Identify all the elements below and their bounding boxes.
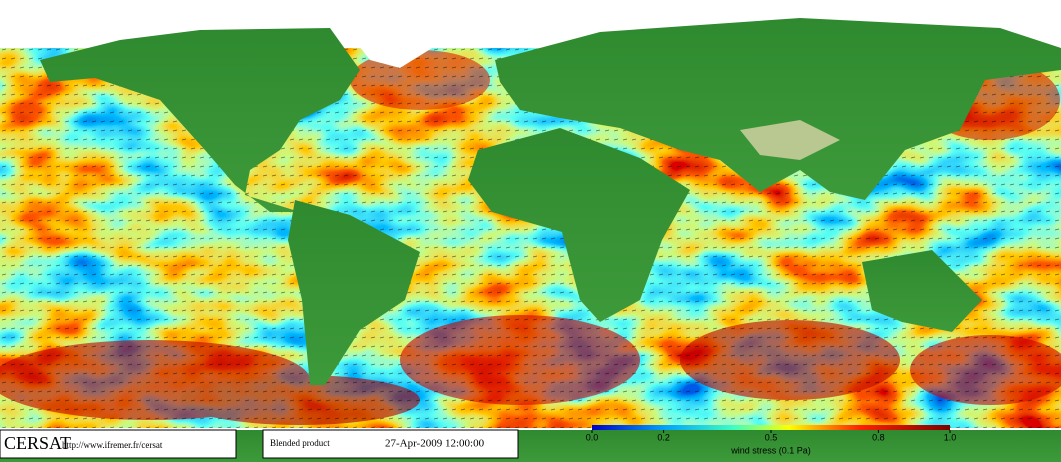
colorbar-tick-label: 0.5 (765, 432, 778, 442)
plateau (740, 120, 840, 160)
colorbar-tick-label: 0.8 (872, 432, 885, 442)
logo: CERSAT (4, 433, 71, 453)
colorbar: wind stress (0.1 Pa) 0.0 0.2 0.5 0.8 1.0 (586, 425, 957, 455)
product-name: Blended product (270, 438, 330, 448)
colorbar-label: wind stress (0.1 Pa) (730, 445, 811, 455)
continents (0, 18, 1061, 462)
logo-box (0, 429, 237, 459)
colorbar-tick-label: 0.2 (657, 432, 670, 442)
colorbar-tick-label: 1.0 (944, 432, 957, 442)
product-box (262, 429, 519, 459)
colorbar-tick-label: 0.0 (586, 432, 599, 442)
greenland-ice (340, 8, 445, 68)
colorbar-ramp (592, 425, 950, 430)
product-date: 27-Apr-2009 12:00:00 (385, 438, 485, 450)
url: http://www.ifremer.fr/cersat (62, 440, 163, 450)
